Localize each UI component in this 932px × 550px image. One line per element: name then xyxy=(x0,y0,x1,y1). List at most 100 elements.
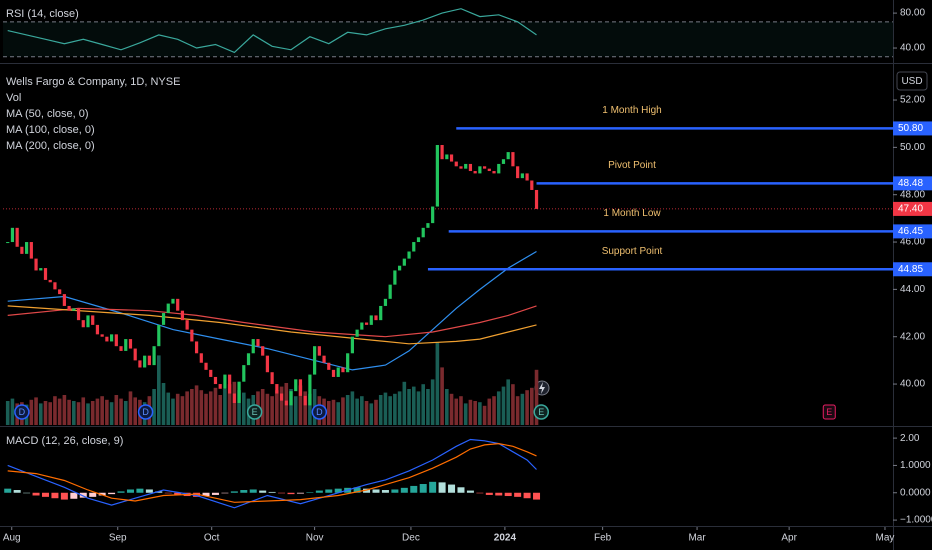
candle xyxy=(516,166,520,179)
volume-bar xyxy=(374,399,378,425)
event-label: E xyxy=(252,407,258,417)
histogram-bar xyxy=(136,488,144,493)
volume-bar xyxy=(86,403,90,425)
volume-bar xyxy=(407,389,411,425)
histogram-bar xyxy=(457,487,465,493)
event-label: E xyxy=(538,407,544,417)
candle xyxy=(431,206,435,224)
currency-box[interactable] xyxy=(896,71,928,91)
volume-bar xyxy=(430,379,435,425)
candle xyxy=(497,163,501,174)
candle xyxy=(407,251,411,259)
histogram-bar xyxy=(174,492,182,495)
candle xyxy=(520,173,524,179)
level-price-box xyxy=(893,262,932,277)
histogram-bar xyxy=(495,492,503,496)
volume-bar xyxy=(388,396,392,425)
legend-vol: Vol xyxy=(6,92,21,104)
candle xyxy=(265,355,270,373)
histogram-bar xyxy=(89,492,97,497)
x-tick-label: Nov xyxy=(306,533,324,544)
candle xyxy=(402,258,406,266)
histogram-bar xyxy=(438,482,446,493)
volume-bar xyxy=(454,398,459,425)
candle xyxy=(482,166,487,169)
x-tick-label: Mar xyxy=(688,533,706,544)
volume-bar xyxy=(496,391,501,425)
y-tick-label: 1.0000 xyxy=(900,460,931,471)
candle xyxy=(303,395,307,406)
volume-bar xyxy=(133,397,138,425)
histogram-bar xyxy=(202,492,210,497)
volume-bar xyxy=(105,399,109,425)
candle xyxy=(449,154,454,162)
volume-bar xyxy=(487,398,492,425)
volume-bar xyxy=(48,402,53,425)
candle xyxy=(298,379,303,396)
symbol-title: Wells Fargo & Company, 1D, NYSE xyxy=(6,76,180,88)
candle xyxy=(464,163,468,169)
candle xyxy=(100,334,104,337)
histogram-bar xyxy=(466,490,474,493)
candle xyxy=(374,315,378,321)
histogram-bar xyxy=(230,491,238,493)
candle xyxy=(336,367,340,377)
x-tick-label: Apr xyxy=(781,533,797,544)
volume-bar xyxy=(440,367,444,425)
volume-bar xyxy=(331,399,336,425)
histogram-bar xyxy=(429,481,437,493)
candle xyxy=(379,305,383,321)
candle xyxy=(138,360,142,368)
volume-bar xyxy=(218,395,222,425)
candle xyxy=(91,315,95,325)
histogram-bar xyxy=(306,492,314,493)
volume-bar xyxy=(194,385,199,425)
histogram-bar xyxy=(211,492,219,495)
volume-bar xyxy=(90,401,95,425)
candle xyxy=(20,246,24,254)
candle xyxy=(86,315,90,328)
histogram-bar xyxy=(296,492,304,494)
candle xyxy=(246,353,251,366)
candle xyxy=(459,166,463,169)
histogram-bar xyxy=(193,492,201,497)
candle xyxy=(534,189,539,209)
candle xyxy=(421,227,425,238)
volume-bar xyxy=(416,391,421,425)
y-tick-label: −1.0000 xyxy=(900,515,932,526)
volume-bar xyxy=(81,397,86,425)
volume-bar xyxy=(463,403,468,425)
volume-bar xyxy=(492,396,496,425)
candle xyxy=(218,384,222,389)
volume-bar xyxy=(123,401,128,425)
histogram-bar xyxy=(334,488,342,493)
volume-bar xyxy=(241,392,246,425)
volume-bar xyxy=(355,398,359,425)
x-tick-label: 2024 xyxy=(494,533,517,544)
histogram-bar xyxy=(41,492,49,497)
candle xyxy=(317,346,321,356)
candle xyxy=(209,369,213,377)
currency[interactable]: USD xyxy=(901,76,922,87)
y-tick-label: 48.00 xyxy=(900,189,925,200)
y-tick-label: 2.00 xyxy=(900,433,920,444)
indicator-line xyxy=(7,8,537,54)
histogram-bar xyxy=(476,492,484,494)
candle xyxy=(289,391,293,406)
level-label: 1 Month High xyxy=(602,105,661,116)
indicator-line xyxy=(7,305,537,345)
candle xyxy=(525,173,529,181)
candle xyxy=(81,320,85,328)
candle xyxy=(109,334,114,342)
histogram-bar xyxy=(278,492,286,494)
candle xyxy=(95,324,100,335)
indicator-line xyxy=(7,250,537,371)
candle xyxy=(308,374,312,406)
level-price-box xyxy=(893,176,932,191)
candle xyxy=(251,339,255,354)
histogram-bar xyxy=(4,488,12,493)
candle xyxy=(114,334,118,347)
histogram-bar xyxy=(13,490,21,493)
volume-bar xyxy=(402,381,407,425)
